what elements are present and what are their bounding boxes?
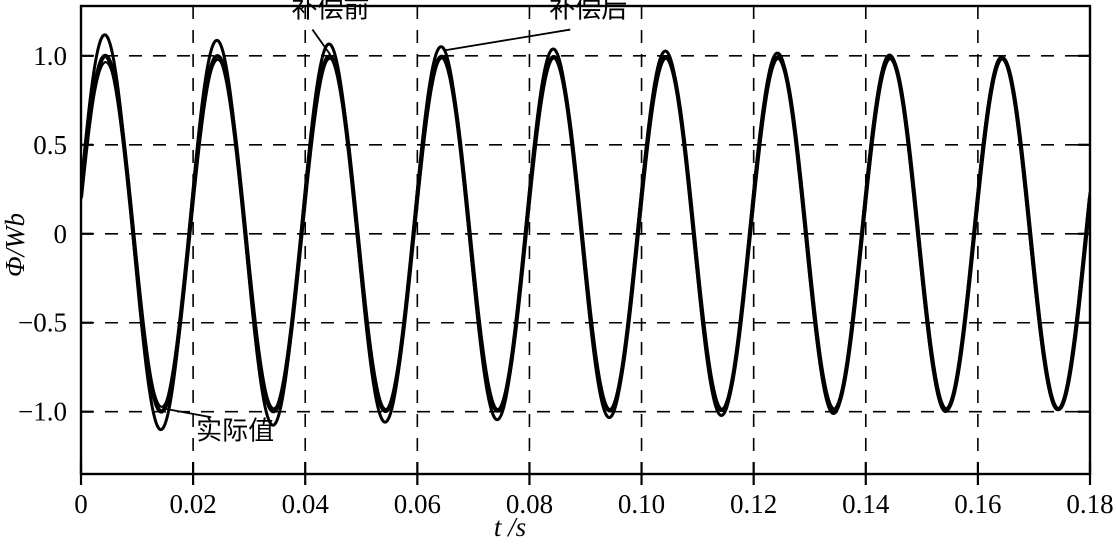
x-tick-label: 0.18 <box>1066 489 1113 519</box>
plot-frame <box>79 4 1092 476</box>
y-tick-label: 1.0 <box>33 41 67 71</box>
curve-before-compensation <box>81 33 1090 432</box>
curve-after-compensation <box>81 57 1090 411</box>
annotation-label-1: 补偿前 <box>291 0 369 25</box>
x-tick-label: 0.02 <box>169 489 216 519</box>
gridlines <box>81 6 1090 474</box>
x-axis-tick-labels: 0 0.02 0.04 0.06 0.08 0.10 0.12 0.14 0.16 0.18 <box>74 489 1113 519</box>
annotation-label-3: 实际值 <box>196 416 274 446</box>
annotation-leader-line <box>443 28 571 52</box>
data-curves <box>81 33 1090 432</box>
x-axis-title: t /s <box>494 512 526 542</box>
y-axis-tick-labels: 1.0 0.5 0 −0.5 −1.0 <box>18 41 67 427</box>
x-tick-label: 0.08 <box>506 489 553 519</box>
y-tick-label: −0.5 <box>18 308 67 338</box>
y-axis-title: Φ/Wb <box>0 213 30 277</box>
x-tick-label: 0.12 <box>730 489 777 519</box>
y-tick-label: 0.5 <box>33 130 67 160</box>
y-tick-label: 0 <box>54 219 68 249</box>
x-tick-label: 0.04 <box>282 489 330 519</box>
annotation-label-2: 补偿后 <box>549 0 627 25</box>
annotation-leader-line <box>311 29 332 56</box>
x-tick-label: 0 <box>74 489 88 519</box>
x-tick-label: 0.14 <box>842 489 890 519</box>
x-tick-label: 0.10 <box>618 489 665 519</box>
x-tick-label: 0.16 <box>954 489 1001 519</box>
annotation-leader-line <box>166 408 212 419</box>
x-tick-label: 0.06 <box>394 489 441 519</box>
y-tick-label: −1.0 <box>18 397 67 427</box>
